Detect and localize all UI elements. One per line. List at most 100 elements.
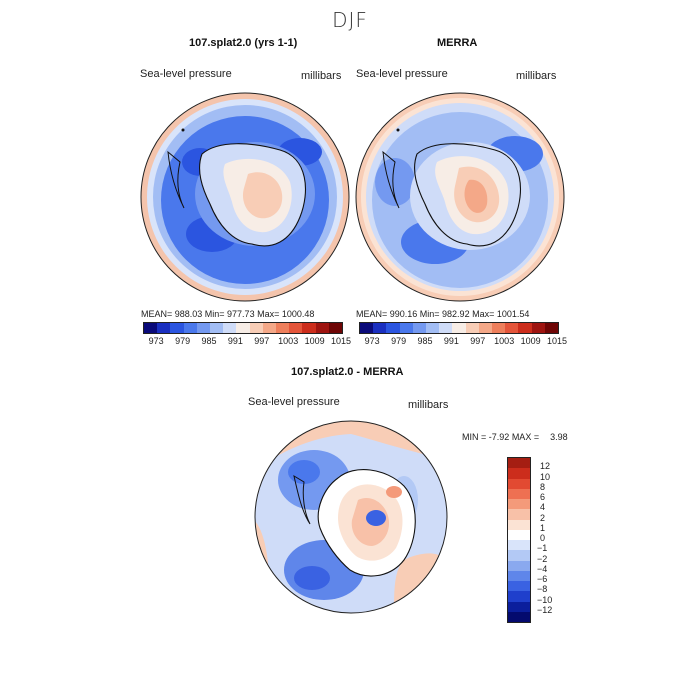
colorbar-swatch: [276, 323, 290, 333]
diff-colorbar: [507, 457, 531, 623]
diff-colorbar-swatch: [508, 601, 530, 612]
diff-colorbar-tick-label: −8: [537, 584, 548, 595]
colorbar-swatch: [452, 323, 466, 333]
diff-colorbar-swatch: [508, 591, 530, 602]
panel-1-units: millibars: [301, 70, 342, 82]
panel-2-variable: Sea-level pressure: [356, 68, 448, 80]
diff-colorbar-swatch: [508, 488, 530, 499]
colorbar-swatch: [289, 323, 303, 333]
diff-colorbar-tick-label: −2: [537, 553, 548, 564]
diff-colorbar-swatch: [508, 519, 530, 530]
colorbar-swatch: [328, 323, 343, 333]
panel-2-title: MERRA: [437, 37, 478, 49]
colorbar-tick-label: 1009: [304, 336, 325, 346]
diff-colorbar-tick-label: −10: [537, 594, 553, 605]
colorbar-swatch: [518, 323, 532, 333]
colorbar-tick-label: 1003: [494, 336, 515, 346]
colorbar-swatch: [426, 323, 440, 333]
colorbar-swatch: [505, 323, 519, 333]
panel-1-map: [140, 92, 350, 302]
diff-colorbar-swatch: [508, 509, 530, 520]
diff-colorbar-swatch: [508, 560, 530, 571]
diff-colorbar-swatch: [508, 499, 530, 510]
colorbar-swatch: [157, 323, 171, 333]
diff-panel-units: millibars: [408, 399, 449, 411]
diff-colorbar-tick-label: 4: [540, 502, 546, 513]
diff-colorbar-swatch: [508, 478, 530, 489]
diff-colorbar-ticks: 12 10 8 6 4 2 1 0 −1 −2 −4 −6 −8 −10 −12: [537, 457, 577, 621]
panel-1-colorbar: [143, 322, 343, 334]
diff-max-label: MAX =: [511, 432, 540, 442]
diff-colorbar-tick-label: 0: [540, 533, 546, 543]
colorbar-tick-label: 973: [364, 336, 380, 346]
diff-colorbar-swatch: [508, 570, 530, 581]
diff-colorbar-swatch: [508, 468, 530, 479]
diff-max-value: 3.98: [550, 432, 568, 442]
diff-colorbar-tick-label: −1: [537, 543, 548, 554]
colorbar-swatch: [210, 323, 224, 333]
colorbar-tick-label: 997: [254, 336, 270, 346]
colorbar-tick-label: 1015: [330, 336, 352, 346]
diff-min-value: -7.92: [488, 432, 510, 442]
colorbar-tick-label: 997: [470, 336, 486, 346]
colorbar-tick-label: 985: [417, 336, 433, 346]
colorbar-tick-label: 973: [148, 336, 164, 346]
colorbar-swatch: [196, 323, 211, 333]
panel-2-stats: MEAN= 990.16 Min= 982.92 Max= 1001.54: [356, 309, 530, 319]
panel-1-stats: MEAN= 988.03 Min= 977.73 Max= 1000.48: [141, 309, 315, 319]
diff-panel-minmax: MIN = -7.92 MAX = 3.98: [462, 432, 568, 442]
colorbar-swatch: [544, 323, 559, 333]
colorbar-swatch: [236, 323, 250, 333]
colorbar-swatch: [144, 323, 158, 333]
colorbar-swatch: [492, 323, 506, 333]
colorbar-swatch: [302, 323, 316, 333]
colorbar-swatch: [170, 323, 184, 333]
diff-colorbar-swatch: [508, 611, 530, 622]
panel-2-map: [355, 92, 565, 302]
colorbar-tick-label: 1003: [278, 336, 299, 346]
diff-panel-map: [254, 420, 448, 614]
diff-colorbar-swatch: [508, 550, 530, 561]
colorbar-swatch: [478, 323, 493, 333]
colorbar-swatch: [262, 323, 277, 333]
panel-1-colorbar-ticks: 973 979 985 991 997 1003 1009 1015: [143, 336, 351, 348]
diff-colorbar-swatch: [508, 529, 530, 540]
colorbar-swatch: [531, 323, 545, 333]
colorbar-swatch: [315, 323, 329, 333]
colorbar-swatch: [465, 323, 479, 333]
panel-1-title: 107.splat2.0 (yrs 1-1): [189, 37, 298, 49]
panel-2-colorbar: [359, 322, 559, 334]
diff-colorbar-swatch: [508, 581, 530, 592]
diff-min-label: MIN =: [462, 432, 487, 442]
diff-colorbar-tick-label: −6: [537, 574, 548, 584]
diff-panel-title: 107.splat2.0 - MERRA: [291, 366, 404, 378]
colorbar-swatch: [373, 323, 387, 333]
diff-colorbar-tick-label: 12: [540, 461, 551, 472]
season-title: DJF: [332, 8, 368, 32]
colorbar-swatch: [399, 323, 413, 333]
colorbar-tick-label: 991: [443, 336, 459, 346]
diff-colorbar-swatch: [508, 540, 530, 551]
colorbar-tick-label: 1009: [520, 336, 541, 346]
colorbar-swatch: [183, 323, 197, 333]
colorbar-tick-label: 1015: [546, 336, 568, 346]
diff-colorbar-tick-label: −12: [537, 604, 553, 615]
colorbar-tick-label: 991: [227, 336, 243, 346]
diff-colorbar-tick-label: 1: [540, 522, 546, 533]
diff-colorbar-tick-label: −4: [537, 563, 548, 574]
colorbar-swatch: [249, 323, 263, 333]
diff-colorbar-swatch: [508, 458, 530, 469]
diff-panel-variable: Sea-level pressure: [248, 396, 340, 408]
colorbar-swatch: [439, 323, 453, 333]
colorbar-swatch: [386, 323, 400, 333]
colorbar-swatch: [412, 323, 427, 333]
diff-colorbar-tick-label: 2: [540, 512, 546, 523]
panel-2-units: millibars: [516, 70, 557, 82]
diff-colorbar-tick-label: 10: [540, 471, 551, 482]
colorbar-swatch: [360, 323, 374, 333]
colorbar-tick-label: 979: [175, 336, 191, 346]
colorbar-tick-label: 979: [391, 336, 407, 346]
diff-colorbar-tick-label: 6: [540, 492, 546, 502]
colorbar-tick-label: 985: [201, 336, 217, 346]
colorbar-swatch: [223, 323, 237, 333]
